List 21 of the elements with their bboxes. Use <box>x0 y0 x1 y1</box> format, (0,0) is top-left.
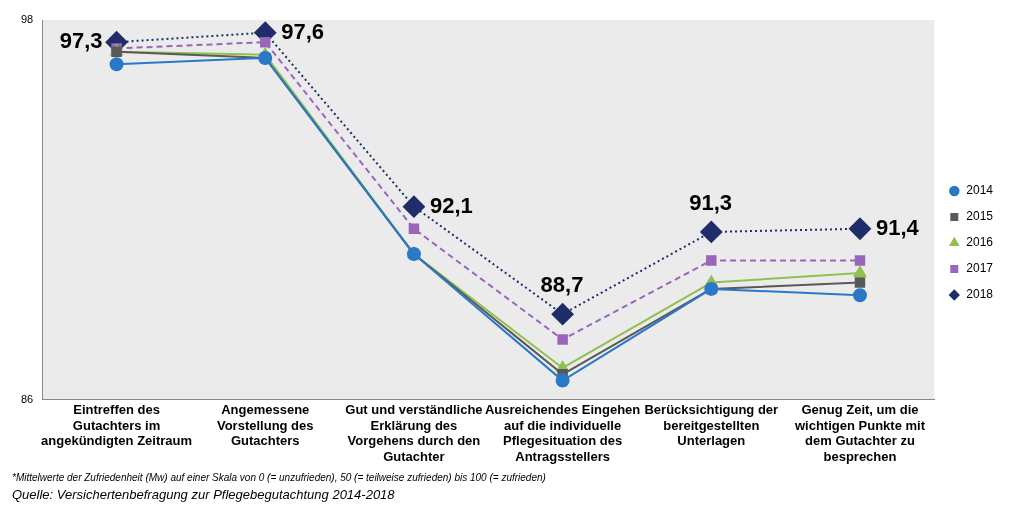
data-label: 97,3 <box>59 28 103 54</box>
y-tick-label: 86 <box>20 392 34 405</box>
data-label: 97,6 <box>281 18 325 44</box>
data-label: 91,3 <box>689 190 733 216</box>
y-tick-label: 98 <box>20 13 34 26</box>
data-label: 91,4 <box>875 214 920 240</box>
legend-label: 2014 <box>966 183 994 198</box>
legend-label: 2018 <box>966 287 994 302</box>
x-tick-label: Gut und verständliche Erklärung des Vorgehens durch den Gutachter <box>345 401 483 464</box>
x-tick-label: Genug Zeit, um die wichtigen Punkte mit dem Gutachter zu besprechen <box>793 401 926 464</box>
x-tick-label: Berücksichtigung der bereitgestellten Unterlagen <box>644 401 779 449</box>
data-label: 88,7 <box>540 272 584 298</box>
data-label: 92,1 <box>429 192 473 218</box>
x-tick-label: Ausreichendes Eingehen auf die individuelle Pflegesituation des Antragsstellers <box>484 401 641 464</box>
legend-label: 2016 <box>966 235 994 250</box>
x-tick-label: Angemessene Vorstellung des Gutachters <box>216 401 314 449</box>
x-tick-label: Eintreffen des Gutachters im angekündigten Zeitraum <box>41 401 193 449</box>
source-note: Quelle: Versichertenbefragung zur Pflegebegutachtung 2014-2018 <box>12 487 396 502</box>
text: *Mittelwerte der Zufriedenheit (Mw) auf einer Skala von 0 (= unzufrieden), 50 (= teilweise zufrieden) bis 100 (= zufrieden) <box>12 472 547 483</box>
legend-label: 2015 <box>966 209 994 224</box>
legend-label: 2017 <box>966 261 994 276</box>
